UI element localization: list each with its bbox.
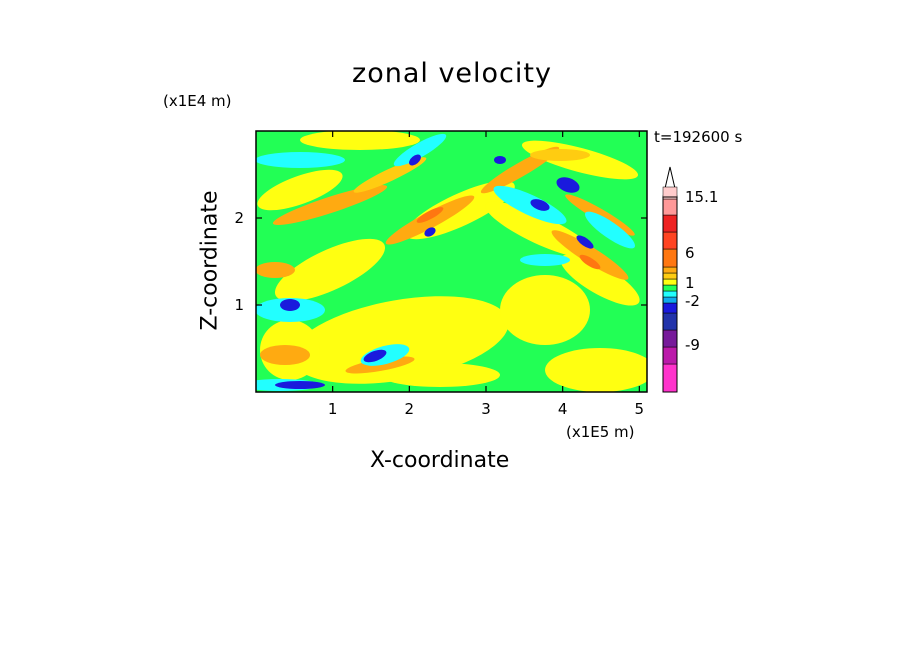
colorbar-label: -2 (685, 292, 700, 310)
colorbar-band (662, 329, 678, 348)
colorbar-band (662, 248, 678, 268)
colorbar-band (662, 266, 678, 274)
colorbar-band (662, 363, 678, 393)
colorbar-band (662, 214, 678, 233)
colorbar-band (662, 312, 678, 331)
velocity-field (256, 131, 647, 392)
timestamp-label: t=192600 s (654, 128, 743, 146)
x-tick-label: 2 (405, 400, 415, 418)
x-axis-label: X-coordinate (370, 448, 510, 473)
colorbar-band (662, 272, 678, 280)
colorbar-band (662, 302, 678, 314)
z-axis-unit: (x1E4 m) (163, 92, 232, 110)
colorbar-band (662, 186, 678, 200)
colorbar: 15.1 6 1-2 -9 (662, 166, 718, 393)
x-tick-label: 1 (328, 400, 338, 418)
x-tick-label: 4 (558, 400, 568, 418)
colorbar-frame (662, 196, 678, 393)
colorbar-label: 1 (685, 274, 695, 292)
colorbar-band (662, 198, 678, 216)
x-tick-label: 5 (635, 400, 645, 418)
chart-title: zonal velocity (352, 58, 552, 89)
x-tick-label: 3 (481, 400, 491, 418)
colorbar-label: 15.1 (685, 188, 718, 206)
colorbar-band (662, 231, 678, 250)
colorbar-label: 6 (685, 244, 695, 262)
colorbar-band (662, 296, 678, 304)
colorbar-band (662, 290, 678, 298)
y-tick-label: 1 (234, 296, 244, 314)
axis-ticks: 1 2 3 4 5 1 2 (234, 131, 647, 418)
colorbar-band (662, 284, 678, 292)
y-tick-label: 2 (234, 209, 244, 227)
plot-frame (255, 130, 648, 393)
colorbar-band (662, 346, 678, 365)
colorbar-band (662, 278, 678, 286)
x-axis-unit: (x1E5 m) (566, 423, 635, 441)
colorbar-label: -9 (685, 336, 700, 354)
